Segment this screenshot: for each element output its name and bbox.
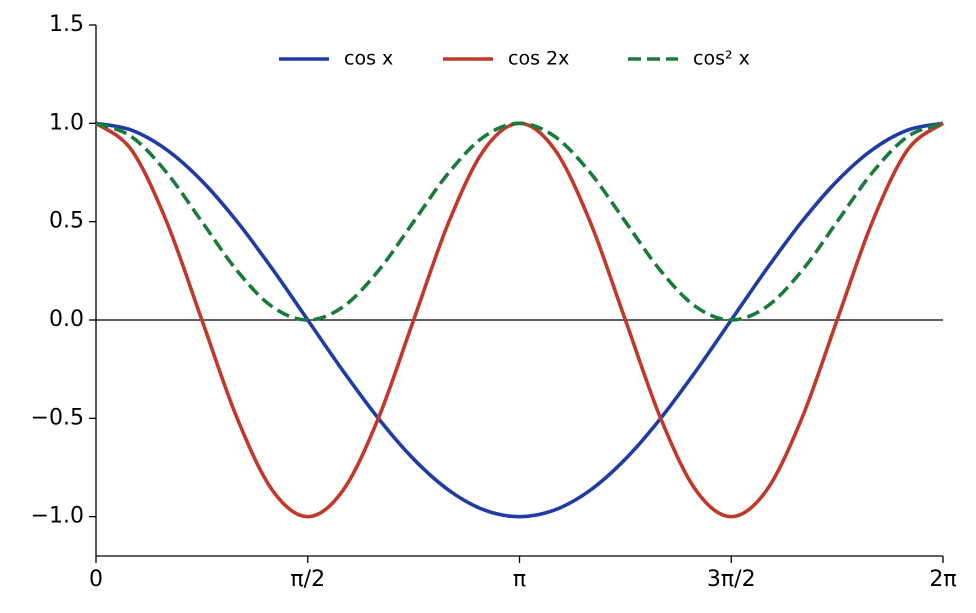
x-tick-label: 3π/2 (707, 567, 756, 592)
x-tick-label: 0 (89, 567, 103, 592)
y-tick-label: 1.5 (49, 12, 84, 37)
x-tick-label: π (513, 567, 526, 592)
y-tick-label: 1.0 (49, 110, 84, 135)
legend-label: cos x (344, 48, 393, 70)
y-tick-label: −0.5 (31, 405, 84, 430)
y-tick-label: 0.5 (49, 209, 84, 234)
series-line (95, 121, 944, 322)
legend-label: cos 2x (508, 48, 569, 70)
series-line (95, 121, 944, 519)
legend-label: cos² x (693, 48, 750, 70)
x-tick-label: 2π (929, 567, 956, 592)
y-tick-label: 0.0 (49, 307, 84, 332)
x-tick-label: π/2 (290, 567, 325, 592)
y-tick-label: −1.0 (31, 504, 84, 529)
